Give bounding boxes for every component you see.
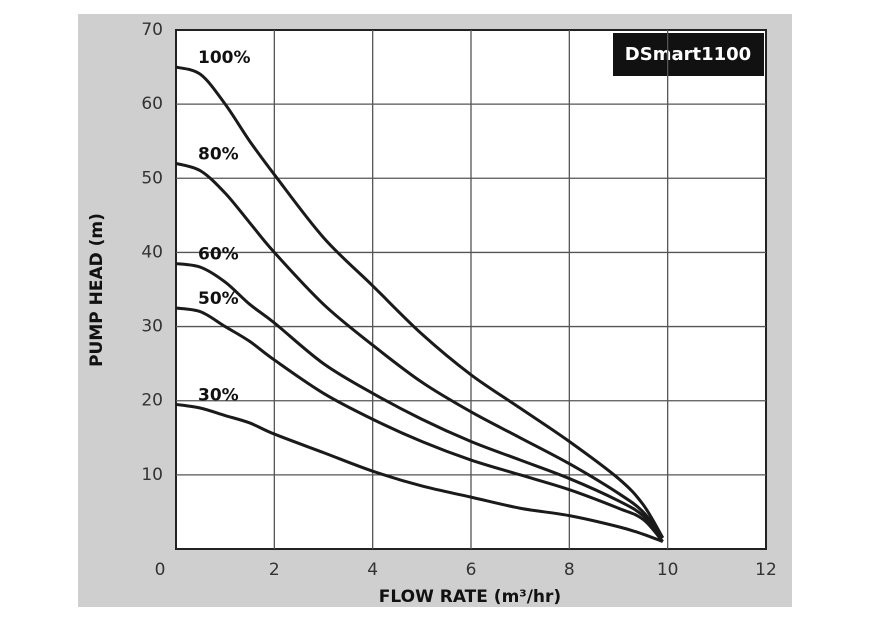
x-tick-label: 6 [466, 560, 477, 580]
title-box [613, 33, 764, 76]
series-label: 50% [198, 289, 239, 309]
series-label: 60% [198, 245, 239, 265]
curve [175, 262, 664, 539]
curve [175, 162, 664, 539]
series-label: 80% [198, 144, 239, 164]
curve [175, 402, 664, 543]
x-tick-label: 2 [269, 560, 280, 580]
x-tick-label: 12 [755, 560, 777, 580]
y-tick-label: 70 [141, 20, 163, 40]
y-tick-label: 50 [141, 168, 163, 188]
y-axis-title: PUMP HEAD (m) [87, 213, 107, 367]
y-tick-label: 60 [141, 94, 163, 114]
y-tick-label: 40 [141, 242, 163, 262]
curve [175, 65, 665, 539]
x-tick-label: 8 [564, 560, 575, 580]
series-label: 30% [198, 385, 239, 405]
x-axis-title: FLOW RATE (m³/hr) [379, 587, 561, 607]
x-tick-label: 0 [155, 560, 166, 580]
curve [175, 306, 664, 543]
y-tick-label: 20 [141, 391, 163, 411]
x-tick-label: 10 [657, 560, 679, 580]
y-tick-label: 10 [141, 465, 163, 485]
chart-title: DSmart1100 [625, 44, 751, 65]
series-label: 100% [198, 48, 251, 68]
y-tick-label: 30 [141, 317, 163, 337]
x-tick-label: 4 [367, 560, 378, 580]
